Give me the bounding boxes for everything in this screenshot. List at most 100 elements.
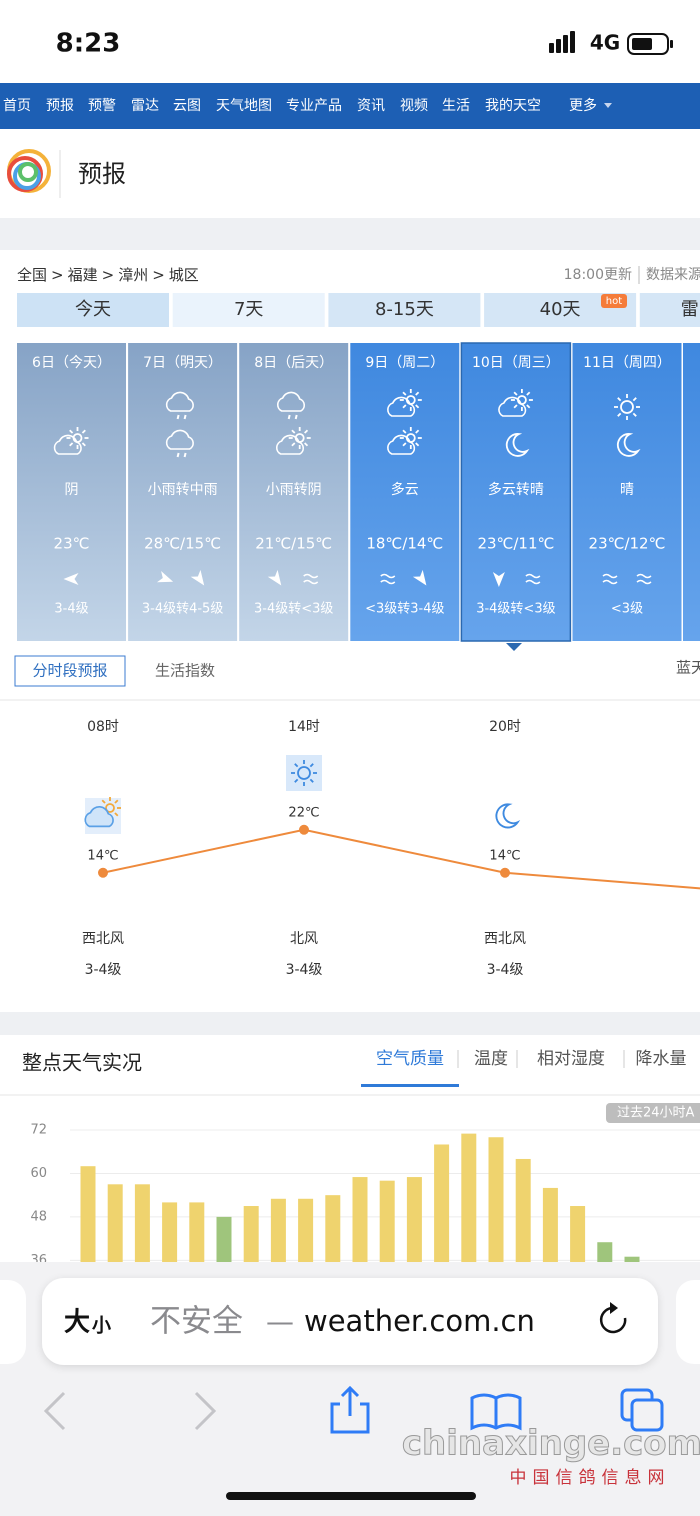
sun-ray (304, 429, 309, 434)
bar (570, 1206, 586, 1262)
breadcrumb-separator: > (102, 266, 115, 284)
tab[interactable] (639, 293, 700, 327)
text-size-big[interactable]: 大 (64, 1308, 90, 1338)
sun-ray (402, 429, 407, 434)
day-desc: 阴 (65, 482, 79, 498)
reload-icon[interactable] (599, 1306, 627, 1334)
subtab[interactable]: 分时段预报 (32, 662, 107, 680)
text-size-small[interactable]: 小 (92, 1315, 111, 1337)
hour-wind: 西北风 (82, 931, 124, 947)
bar (515, 1158, 531, 1262)
tab-label[interactable]: 7天 (234, 299, 263, 320)
url-pill[interactable] (42, 1278, 658, 1365)
sun-core (620, 400, 634, 414)
day-temp: 23℃/12℃ (589, 535, 666, 553)
signal-bar (549, 43, 554, 53)
bar (107, 1184, 123, 1262)
url-domain[interactable]: weather.com.cn (304, 1304, 535, 1338)
nav-item[interactable]: 更多 (569, 97, 597, 114)
sun-ray (101, 799, 106, 804)
nav-item[interactable]: 天气地图 (216, 98, 272, 114)
nav-item[interactable]: 雷达 (131, 98, 159, 114)
tab-label[interactable]: 今天 (75, 299, 111, 320)
breadcrumb-item[interactable]: 城区 (169, 266, 199, 284)
day-card-bg[interactable] (460, 342, 572, 642)
tab[interactable] (17, 293, 169, 327)
cloud-icon (498, 396, 527, 417)
obs-tab[interactable]: 相对湿度 (537, 1049, 605, 1069)
tab[interactable] (328, 293, 481, 327)
breadcrumb-item[interactable]: 漳州 (118, 266, 148, 284)
obs-tab[interactable]: 空气质量 (376, 1049, 444, 1069)
wind-wave (525, 573, 541, 579)
back-button[interactable] (43, 1391, 66, 1431)
tab-label[interactable]: 8-15天 (375, 299, 434, 320)
sun-icon (288, 427, 311, 449)
tab-label[interactable]: 雷 (681, 299, 699, 320)
obs-tab[interactable]: 降水量 (636, 1049, 687, 1069)
day-temp: 21℃/15℃ (255, 535, 332, 553)
logo-ring (7, 156, 43, 192)
bookmarks-button[interactable] (470, 1393, 522, 1431)
wind-arrow (63, 573, 79, 585)
moon-icon (616, 433, 641, 457)
day-temp: 18℃/14℃ (366, 535, 443, 553)
sun-ray (69, 429, 74, 434)
subtab[interactable]: 生活指数 (155, 662, 215, 680)
forward-button[interactable] (194, 1391, 217, 1431)
sun-core (297, 766, 311, 780)
cloud-icon (387, 396, 416, 417)
obs-tab[interactable]: 温度 (474, 1049, 508, 1069)
temp-line (102, 828, 700, 890)
battery (627, 33, 669, 55)
wind-arrow (267, 569, 282, 586)
nav-item[interactable]: 我的天空 (485, 98, 541, 114)
wind-wave (636, 573, 652, 579)
sun-ray (526, 404, 531, 409)
tabs-button-front[interactable] (630, 1398, 664, 1432)
subtab-right[interactable]: 蓝天 (676, 659, 700, 677)
bar (488, 1137, 504, 1262)
nav-item[interactable]: 首页 (3, 98, 31, 114)
selected-pointer (506, 643, 522, 651)
home-indicator (226, 1492, 476, 1500)
sun-ray (415, 404, 420, 409)
breadcrumb-item[interactable]: 全国 (17, 266, 47, 284)
y-tick-label: 48 (30, 1209, 47, 1224)
tab[interactable] (172, 293, 325, 327)
nav-item[interactable]: 云图 (173, 98, 201, 114)
nav-item[interactable]: 视频 (400, 98, 428, 114)
day-card-bg[interactable] (17, 343, 126, 641)
nav-item[interactable]: 预警 (88, 98, 116, 114)
moon-icon (505, 433, 530, 457)
day-card-bg[interactable] (572, 343, 682, 641)
bar (216, 1216, 232, 1262)
day-wind: 3-4级 (54, 602, 88, 617)
nav-item[interactable]: 预报 (46, 98, 74, 114)
bar (352, 1177, 368, 1262)
bar (597, 1242, 613, 1262)
nav-item[interactable]: 生活 (442, 98, 470, 114)
bar (189, 1202, 205, 1262)
tab-label[interactable]: 40天 (540, 299, 581, 320)
share-button[interactable] (330, 1385, 370, 1434)
sun-ray (309, 778, 314, 783)
badge-bg (606, 1103, 700, 1123)
wind-wave (303, 573, 319, 579)
hot-badge-text: hot (606, 296, 622, 307)
nav-item[interactable]: 专业产品 (286, 98, 342, 114)
subtab-box[interactable] (14, 655, 126, 687)
wind-arrow (412, 569, 427, 586)
wind-wave (303, 579, 319, 585)
sun-ray (402, 442, 407, 447)
breadcrumb-item[interactable]: 福建 (68, 266, 98, 284)
nav-item[interactable]: 资讯 (357, 98, 385, 114)
cloud-icon (276, 391, 306, 412)
sun-ray (291, 429, 296, 434)
data-source: 数据来源 (646, 267, 700, 283)
day-card-bg[interactable] (350, 343, 460, 641)
day-card: 11日（周四） 晴 23℃/12℃ <3级 (572, 343, 682, 641)
security-label: 不安全 (150, 1304, 243, 1340)
bar (298, 1198, 314, 1262)
